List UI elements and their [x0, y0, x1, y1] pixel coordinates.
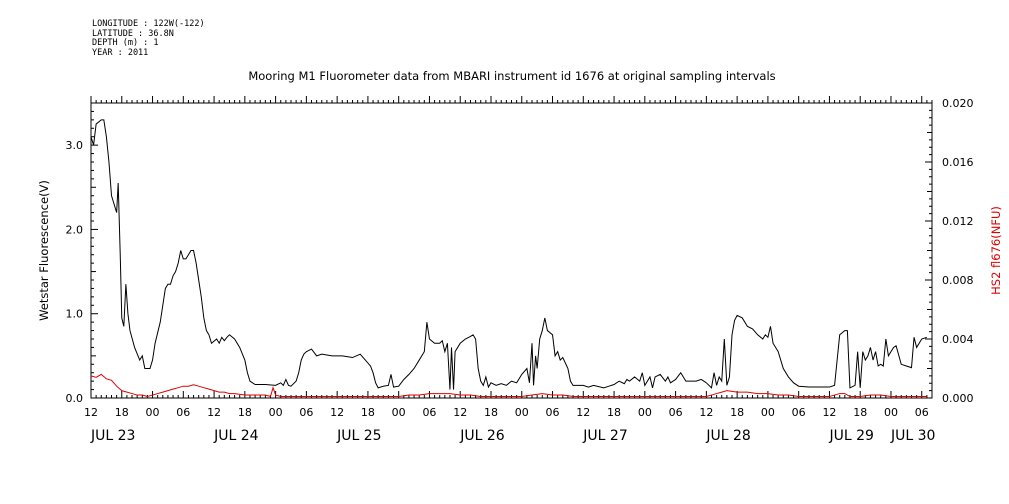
- x-hour-tick-label: 00: [884, 406, 898, 419]
- left-axis-tick-label: 3.0: [66, 139, 84, 152]
- x-hour-tick-label: 18: [853, 406, 867, 419]
- left-axis-tick-label: 2.0: [66, 223, 84, 236]
- right-axis-tick-label: 0.004: [942, 333, 974, 346]
- x-day-label: JUL 25: [336, 428, 381, 444]
- right-axis-label: HS2 fl676(NFU): [989, 206, 1003, 295]
- chart-title: Mooring M1 Fluorometer data from MBARI i…: [248, 69, 775, 83]
- plot-area: 12 18 00 06 12 18 00 06 12 18 00 06 12 18 00 06 12 18 00 06…: [66, 96, 974, 444]
- right-axis-tick-label: 0.008: [942, 274, 974, 287]
- x-hour-tick-label: 00: [761, 406, 775, 419]
- x-hour-tick-label: 06: [792, 406, 806, 419]
- metadata-block: LONGITUDE : 122W(-122) LATITUDE : 36.8N …: [92, 19, 205, 58]
- right-axis-tick-label: 0.012: [942, 215, 974, 228]
- x-hour-tick-label: 18: [484, 406, 498, 419]
- x-hour-tick-label: 12: [822, 406, 836, 419]
- left-axis-label: Wetstar Fluorescence(V): [37, 180, 51, 321]
- longitude-label: LONGITUDE : 122W(-122): [92, 19, 205, 29]
- x-hour-tick-label: 00: [392, 406, 406, 419]
- x-hour-tick-label: 06: [669, 406, 683, 419]
- left-axis-tick-label: 1.0: [66, 308, 84, 321]
- plot-frame: [90, 102, 933, 399]
- x-hour-tick-label: 12: [576, 406, 590, 419]
- x-hour-tick-label: 12: [207, 406, 221, 419]
- x-hour-tick-label: 12: [84, 406, 98, 419]
- left-axis-tick-label: 0.0: [66, 392, 84, 405]
- x-hour-tick-label: 12: [330, 406, 344, 419]
- x-day-label: JUL 29: [828, 428, 873, 444]
- x-hour-tick-label: 00: [146, 406, 160, 419]
- x-hour-tick-label: 12: [453, 406, 467, 419]
- x-hour-tick-label: 06: [422, 406, 436, 419]
- latitude-label: LATITUDE : 36.8N: [92, 28, 174, 39]
- x-day-label: JUL 23: [90, 428, 135, 444]
- x-hour-tick-label: 18: [607, 406, 621, 419]
- x-hour-tick-label: 00: [638, 406, 652, 419]
- x-hour-tick-label: 18: [238, 406, 252, 419]
- year-label: YEAR : 2011: [92, 47, 149, 58]
- right-axis-tick-label: 0.000: [942, 392, 974, 405]
- x-day-label: JUL 27: [582, 428, 627, 444]
- x-hour-tick-label: 18: [361, 406, 375, 419]
- x-hour-tick-label: 18: [115, 406, 129, 419]
- x-hour-tick-label: 00: [269, 406, 283, 419]
- x-hour-tick-label: 06: [915, 406, 929, 419]
- right-axis-tick-label: 0.016: [942, 156, 974, 169]
- x-hour-tick-label: 18: [730, 406, 744, 419]
- x-hour-tick-label: 06: [546, 406, 560, 419]
- series-line-wetstar: [90, 119, 928, 390]
- x-day-label: JUL 30: [890, 428, 935, 444]
- x-hour-tick-label: 06: [176, 406, 190, 419]
- x-hour-tick-label: 00: [515, 406, 529, 419]
- depth-label: DEPTH (m) : 1: [92, 38, 159, 48]
- x-hour-tick-label: 06: [299, 406, 313, 419]
- x-day-label: JUL 28: [705, 428, 750, 444]
- right-axis-tick-label: 0.020: [942, 97, 974, 110]
- x-hour-tick-label: 12: [699, 406, 713, 419]
- x-day-label: JUL 26: [459, 428, 505, 444]
- x-day-label: JUL 24: [213, 428, 259, 444]
- series-line-hs2: [90, 373, 927, 398]
